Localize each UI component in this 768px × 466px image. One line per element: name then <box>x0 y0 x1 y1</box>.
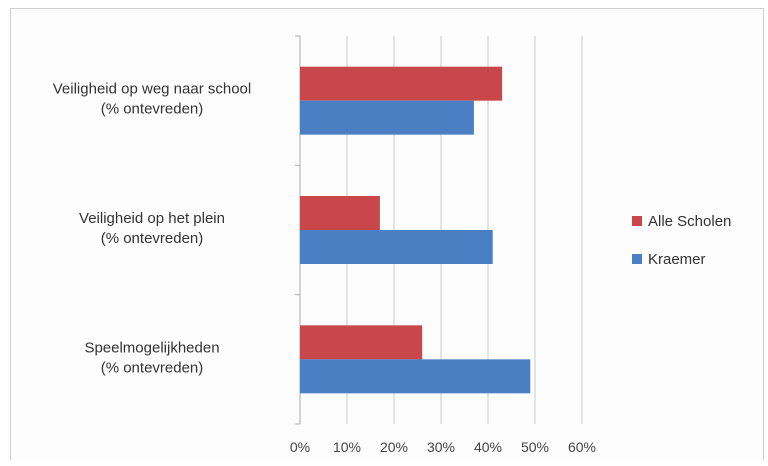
x-tick-label: 40% <box>474 439 502 455</box>
x-tick-label: 10% <box>333 439 361 455</box>
category-label-line: (% ontevreden) <box>101 359 204 376</box>
bar-kraemer-1 <box>300 100 474 135</box>
x-tick-label: 0% <box>290 439 310 455</box>
x-tick-label: 60% <box>568 439 596 455</box>
category-label-line: (% ontevreden) <box>101 101 204 118</box>
category-label-line: Veiligheid op weg naar school <box>53 81 251 98</box>
x-tick-label: 30% <box>427 439 455 455</box>
category-label-1: Veiligheid op weg naar school (% ontevred… <box>53 81 251 118</box>
category-labels: Veiligheid op weg naar school (% ontevred… <box>53 81 251 377</box>
bar-alle-scholen-3 <box>300 325 423 360</box>
category-label-3: Speelmogelijkheden (% ontevreden) <box>84 339 219 376</box>
x-tick-label: 20% <box>380 439 408 455</box>
category-label-line: (% ontevreden) <box>101 230 204 247</box>
bar-alle-scholen-2 <box>300 196 380 230</box>
category-label-line: Speelmogelijkheden <box>84 339 219 356</box>
category-label-2: Veiligheid op het plein (% ontevreden) <box>79 210 225 247</box>
legend-swatch-2 <box>632 254 642 264</box>
bars <box>300 66 531 394</box>
category-label-line: Veiligheid op het plein <box>79 210 225 227</box>
legend-label-1: Alle Scholen <box>648 213 731 230</box>
bar-alle-scholen-1 <box>300 66 503 101</box>
bar-kraemer-3 <box>300 359 531 394</box>
x-tick-label: 50% <box>521 439 549 455</box>
legend-swatch-1 <box>632 216 642 226</box>
legend: Alle Scholen Kraemer <box>632 213 731 268</box>
legend-label-2: Kraemer <box>648 251 706 268</box>
x-tick-labels: 0% 10% 20% 30% 40% 50% 60% <box>290 439 596 455</box>
bar-kraemer-2 <box>300 230 493 264</box>
